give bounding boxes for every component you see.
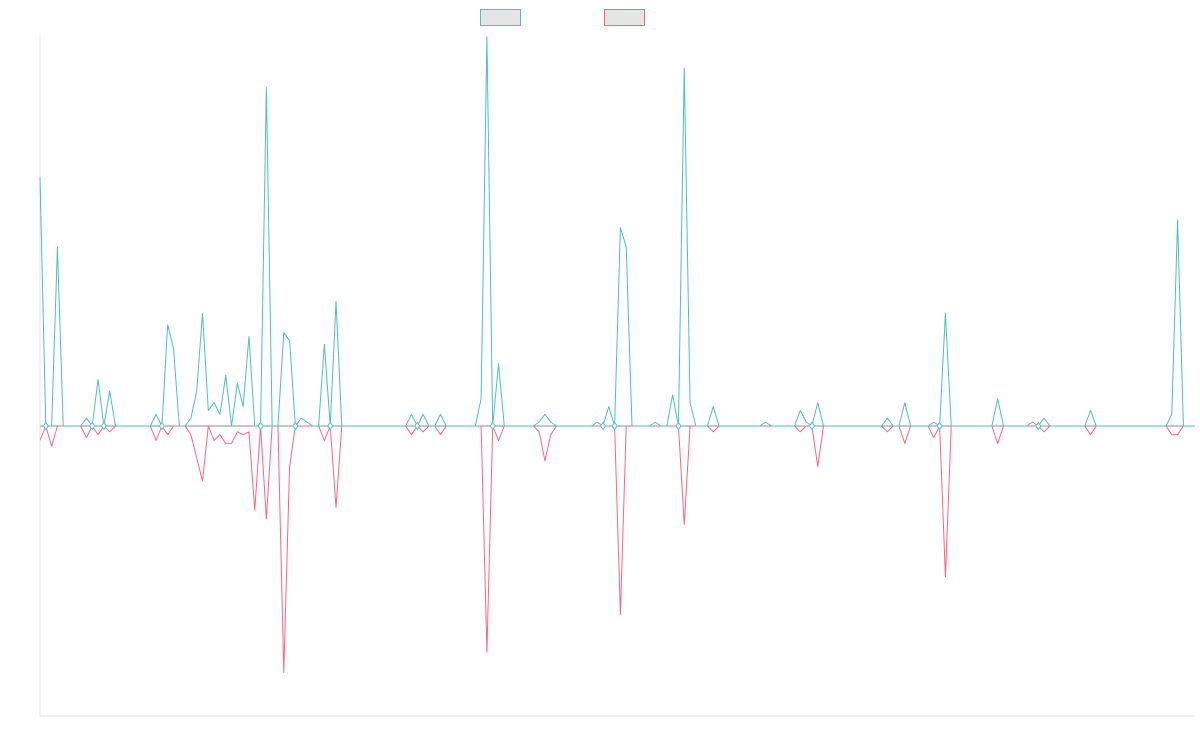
legend: [480, 9, 645, 26]
plot-area: [39, 36, 1195, 673]
data-point: [599, 421, 607, 431]
data-point: [100, 421, 107, 431]
data-point: [675, 421, 682, 431]
data-point: [489, 421, 496, 431]
data-point: [158, 421, 165, 431]
data-point: [611, 421, 618, 431]
data-point: [414, 421, 421, 431]
data-point: [292, 421, 299, 431]
legend-swatch: [604, 9, 645, 26]
chart-axes: [39, 37, 1195, 717]
data-point: [936, 421, 943, 431]
series-group: [39, 425, 1195, 673]
data-point: [257, 421, 264, 431]
data-point: [808, 421, 816, 431]
series-group: [39, 36, 1195, 427]
point-markers: [42, 421, 1042, 431]
data-point: [1035, 421, 1042, 431]
legend-item: [604, 9, 645, 26]
series-line: [39, 425, 1195, 673]
data-point: [327, 421, 334, 431]
series-line: [39, 36, 1195, 427]
legend-item: [480, 9, 521, 26]
data-point: [42, 421, 49, 431]
legend-swatch: [480, 9, 521, 26]
data-point: [89, 421, 96, 431]
